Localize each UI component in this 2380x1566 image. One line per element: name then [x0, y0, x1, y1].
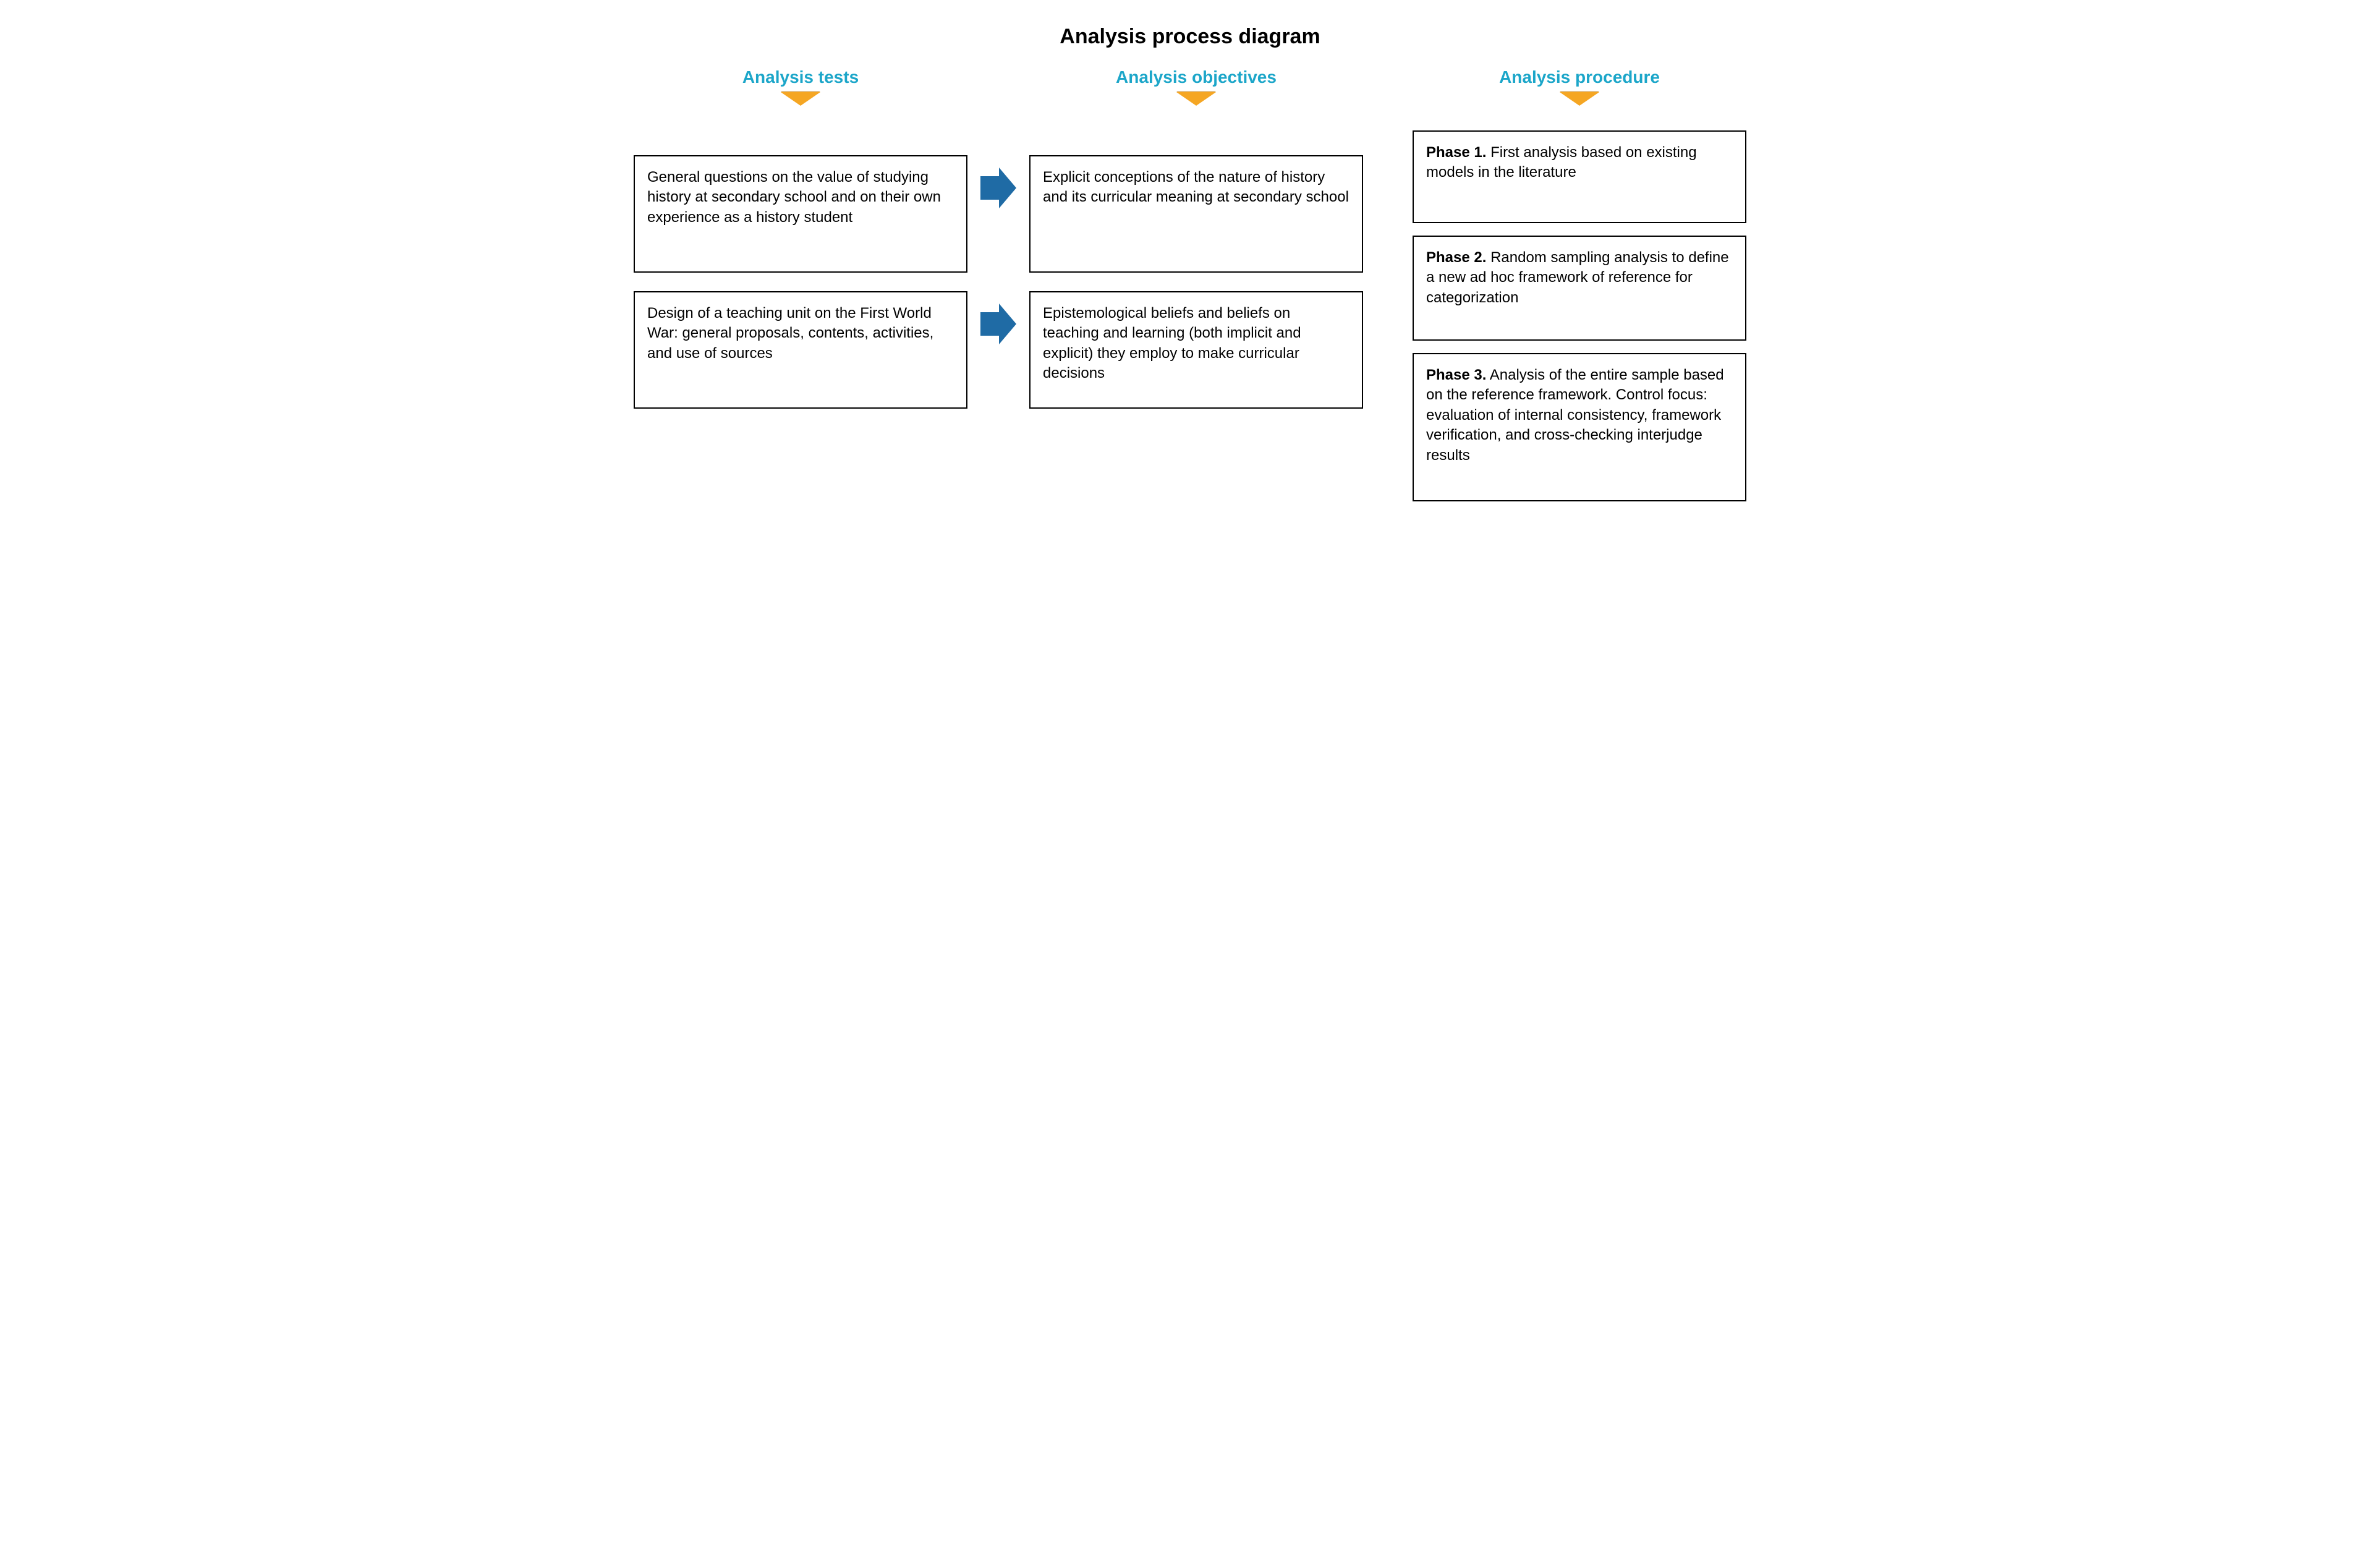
col-procedure-header: Analysis procedure [1413, 67, 1746, 87]
col-objectives-body: Explicit conceptions of the nature of hi… [1029, 130, 1363, 409]
arrow-shaft [980, 176, 999, 200]
col-objectives: Analysis objectives Explicit conceptions… [1029, 67, 1363, 409]
arrow-right-icon [980, 168, 1016, 208]
arrow-head [999, 304, 1016, 344]
chevron-down-icon [1560, 92, 1599, 106]
col-procedure-body: Phase 1. First analysis based on existin… [1413, 130, 1746, 501]
col-procedure: Analysis procedure Phase 1. First analys… [1413, 67, 1746, 501]
arrow-head [999, 168, 1016, 208]
chevron-wrap-tests [634, 92, 967, 106]
chevron-down-icon [781, 92, 820, 106]
arrow-shaft [980, 312, 999, 336]
chevron-down-icon [1176, 92, 1216, 106]
tests-box-2: Design of a teaching unit on the First W… [634, 291, 967, 409]
chevron-wrap-objectives [1029, 92, 1363, 106]
arrow-column [974, 67, 1023, 383]
tests-box-1: General questions on the value of studyi… [634, 155, 967, 273]
col-objectives-header: Analysis objectives [1029, 67, 1363, 87]
phase-label: Phase 1. [1426, 144, 1486, 161]
arrow-row-2 [980, 265, 1016, 383]
objectives-box-2: Epistemological beliefs and beliefs on t… [1029, 291, 1363, 409]
phase-label: Phase 2. [1426, 249, 1486, 266]
analysis-process-diagram: Analysis process diagram Analysis tests … [634, 25, 1746, 501]
col-tests-body: General questions on the value of studyi… [634, 130, 967, 409]
arrow-row-1 [980, 129, 1016, 247]
procedure-box-3: Phase 3. Analysis of the entire sample b… [1413, 353, 1746, 501]
procedure-box-1: Phase 1. First analysis based on existin… [1413, 130, 1746, 223]
col-tests: Analysis tests General questions on the … [634, 67, 967, 409]
phase-label: Phase 3. [1426, 367, 1486, 383]
chevron-wrap-procedure [1413, 92, 1746, 106]
diagram-title: Analysis process diagram [634, 25, 1746, 49]
objectives-box-1: Explicit conceptions of the nature of hi… [1029, 155, 1363, 273]
arrow-right-icon [980, 304, 1016, 344]
procedure-box-2: Phase 2. Random sampling analysis to def… [1413, 236, 1746, 341]
columns-grid: Analysis tests General questions on the … [634, 67, 1746, 501]
col-tests-header: Analysis tests [634, 67, 967, 87]
